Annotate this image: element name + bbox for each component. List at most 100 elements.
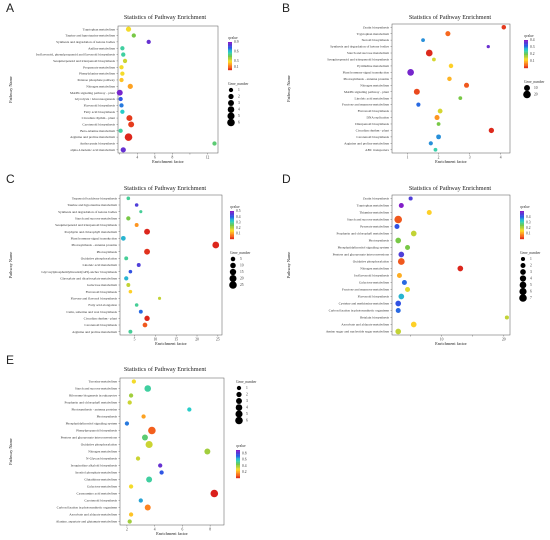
y-tick-label: Oxidative phosphorylation	[81, 256, 118, 260]
x-axis-title: Enrichment factor	[155, 341, 187, 346]
y-tick-label: Ascorbate and aldarate metabolism	[69, 513, 117, 517]
size-legend-dot	[228, 93, 234, 100]
color-bar-segment	[524, 61, 528, 63]
y-tick-label: Anthocyanin biosynthesis	[80, 142, 116, 146]
color-bar-segment	[524, 55, 528, 57]
x-tick-label: 1	[407, 156, 409, 160]
color-bar-segment	[520, 215, 524, 218]
data-point	[124, 421, 130, 426]
size-legend-dot	[519, 294, 527, 302]
color-bar-segment	[524, 63, 528, 65]
color-bar-segment	[230, 229, 234, 232]
y-tick-label: Pentose phosphate pathway	[78, 78, 116, 82]
color-bar-segment	[520, 232, 524, 234]
y-tick-label: Ascorbate and aldarate metabolism	[341, 323, 389, 327]
data-point	[120, 235, 126, 241]
panel-e: E Statistics of Pathway Enrichment Tyrosin…	[6, 353, 257, 536]
y-tick-label: DNA replication	[366, 116, 389, 120]
y-tick-label: Pentose and glucuronate interconversions	[333, 253, 390, 257]
color-bar-segment	[230, 228, 234, 230]
color-bar-segment	[520, 235, 524, 237]
size-legend-label: 20	[240, 277, 244, 281]
x-tick-label: 15	[174, 338, 178, 342]
color-bar-segment	[230, 234, 234, 236]
y-tick-label: Tryptophan metabolism	[357, 32, 390, 36]
data-point	[428, 141, 433, 146]
data-point	[398, 203, 404, 208]
data-point	[425, 49, 433, 57]
color-bar-tick: 0.8	[242, 451, 247, 455]
color-bar-segment	[520, 228, 524, 230]
data-point	[144, 248, 151, 255]
size-legend-dot	[229, 268, 237, 276]
color-bar-tick: 0.3	[526, 220, 531, 224]
color-bar-segment	[236, 458, 240, 460]
data-point	[142, 322, 148, 328]
color-bar-segment	[520, 220, 524, 222]
panel-label: B	[282, 1, 290, 15]
color-legend-title: qvalue	[230, 205, 240, 209]
y-tick-label: Plant hormone signal transduction	[71, 236, 118, 240]
color-bar-tick: 0.3	[236, 220, 241, 224]
y-tick-label: Flavonoid biosynthesis	[358, 295, 390, 299]
data-point	[134, 303, 139, 307]
color-bar-segment	[228, 67, 232, 70]
data-point	[447, 76, 452, 82]
data-point	[116, 89, 123, 96]
data-point	[395, 237, 402, 244]
y-tick-label: Photosynthesis - antenna proteins	[72, 243, 118, 247]
data-point	[122, 58, 128, 64]
y-tick-label: Starch and sucrose metabolism	[75, 216, 117, 220]
y-tick-label: Sesquiterpenoid and triterpenoid biosynt…	[53, 59, 116, 63]
y-tick-label: Flavonoid biosynthesis	[84, 103, 116, 107]
y-tick-label: Galactose metabolism	[87, 485, 117, 489]
panel-d: D Statistics of Pathway Enrichment Zeatin …	[282, 172, 541, 346]
y-tick-label: Terpenoid backbone biosynthesis	[72, 196, 118, 200]
color-bar-segment	[228, 46, 232, 49]
data-point	[141, 414, 146, 419]
color-bar-segment	[230, 227, 234, 229]
data-point	[119, 103, 124, 108]
size-legend-dot	[235, 416, 243, 425]
data-point	[125, 26, 132, 32]
data-point	[127, 519, 132, 524]
color-bar-segment	[228, 47, 232, 50]
data-point	[445, 31, 451, 37]
color-bar-segment	[520, 234, 524, 236]
y-tick-label: Nitrogen metabolism	[360, 267, 389, 271]
data-point	[486, 44, 490, 49]
y-tick-label: Porphyrin and chlorophyll metabolism	[65, 401, 118, 405]
data-point	[126, 283, 131, 287]
x-axis-title: Enrichment factor	[435, 341, 467, 346]
color-bar-segment	[520, 213, 524, 215]
chart-title: Statistics of Pathway Enrichment	[124, 14, 207, 21]
size-legend-dot	[520, 263, 526, 268]
color-bar-segment	[228, 44, 232, 46]
y-tick-label: Starch and sucrose metabolism	[347, 51, 389, 55]
y-axis-title: Pathway Name	[286, 75, 291, 102]
color-bar-segment	[228, 49, 232, 51]
y-tick-label: Propanoate metabolism	[83, 65, 115, 69]
color-bar-segment	[230, 226, 234, 228]
data-point	[119, 77, 124, 83]
data-point	[145, 440, 153, 449]
y-tick-label: Photosynthesis	[369, 239, 390, 243]
size-legend-dot	[520, 256, 526, 262]
size-legend-label: 2	[530, 264, 532, 268]
panel-b: B Statistics of Pathway Enrichment Zeatin …	[282, 1, 545, 164]
data-point	[118, 96, 123, 102]
size-legend-dot	[235, 404, 243, 411]
color-bar-segment	[524, 65, 528, 68]
color-bar-segment	[228, 65, 232, 67]
x-tick-label: 3	[469, 156, 471, 160]
y-tick-label: Circadian rhythm - plant	[82, 116, 115, 120]
size-legend-title: Gene_number	[520, 251, 541, 255]
data-point	[139, 210, 143, 214]
y-tick-label: Glutathione metabolism	[84, 478, 117, 482]
size-legend-label: 15	[240, 270, 244, 274]
color-bar-segment	[524, 49, 528, 51]
plot-frame	[119, 194, 223, 336]
color-bar-segment	[236, 471, 240, 473]
y-tick-label: Inositol phosphate metabolism	[75, 471, 117, 475]
data-point	[421, 38, 425, 43]
